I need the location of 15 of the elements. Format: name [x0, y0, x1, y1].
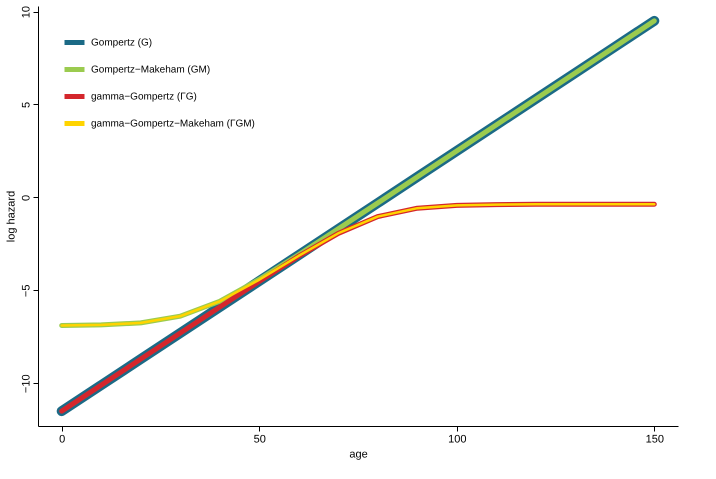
legend-label: Gompertz−Makeham (GM)	[91, 64, 210, 76]
y-tick-label: 5	[20, 102, 32, 108]
x-tick-label: 100	[448, 434, 466, 446]
y-tick-label: 10	[20, 6, 32, 18]
y-axis-title: log hazard	[6, 190, 18, 242]
x-tick-label: 50	[254, 434, 266, 446]
legend-label: gamma−Gompertz−Makeham (ΓGM)	[91, 118, 255, 130]
x-tick-label: 0	[59, 434, 66, 446]
y-tick-label: 0	[20, 194, 32, 201]
x-axis-title: age	[349, 448, 368, 460]
y-tick-label: −5	[20, 284, 32, 298]
legend-label: Gompertz (G)	[91, 38, 152, 48]
legend-label: gamma−Gompertz (ΓG)	[91, 92, 197, 102]
y-tick-label: −10	[20, 374, 32, 394]
x-tick-label: 150	[646, 434, 664, 446]
